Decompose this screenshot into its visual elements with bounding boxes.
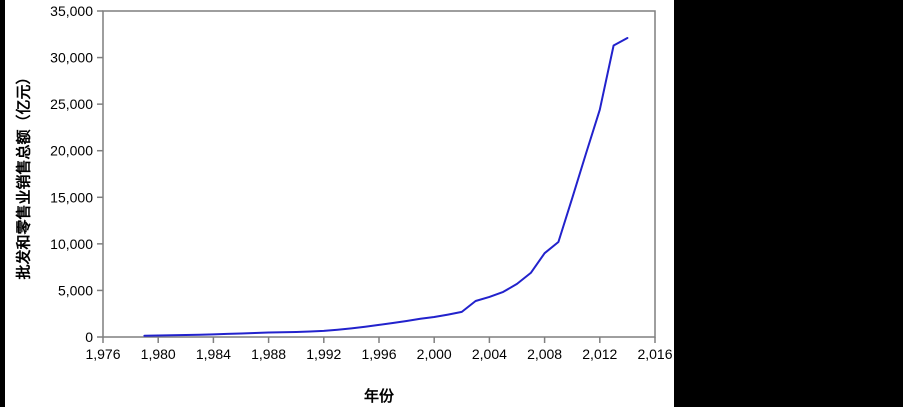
y-tick-label: 5,000 (58, 282, 93, 298)
x-tick-label: 2,016 (637, 346, 672, 362)
y-tick-label: 10,000 (50, 236, 93, 252)
x-tick-label: 1,988 (251, 346, 286, 362)
x-tick-label: 2,008 (527, 346, 562, 362)
y-tick-label: 20,000 (50, 143, 93, 159)
left-black-bar (0, 0, 5, 407)
y-tick-label: 0 (85, 329, 93, 345)
x-tick-label: 1,984 (196, 346, 231, 362)
sales-line-series (143, 37, 629, 337)
x-tick-label: 2,004 (472, 346, 507, 362)
x-tick-label: 1,976 (85, 346, 120, 362)
y-tick-label: 15,000 (50, 189, 93, 205)
x-tick-label: 1,996 (361, 346, 396, 362)
x-tick-label: 1,980 (141, 346, 176, 362)
plot-border (102, 10, 656, 338)
sales-line-chart: 批发和零售业销售总额（亿元） 1,976 1,980 1,984 1,988 1,992… (5, 0, 674, 407)
x-tick-label: 1,992 (306, 346, 341, 362)
plot-area: 1,976 1,980 1,984 1,988 1,992 1,996 2,000 2,004… (50, 3, 673, 362)
y-tick-label: 30,000 (50, 50, 93, 66)
y-tick-label: 35,000 (50, 3, 93, 19)
x-axis-title: 年份 (363, 388, 394, 405)
y-tick-label: 25,000 (50, 96, 93, 112)
x-tick-label: 2,000 (417, 346, 452, 362)
x-tick-label: 2,012 (582, 346, 617, 362)
right-black-bar (674, 0, 903, 407)
